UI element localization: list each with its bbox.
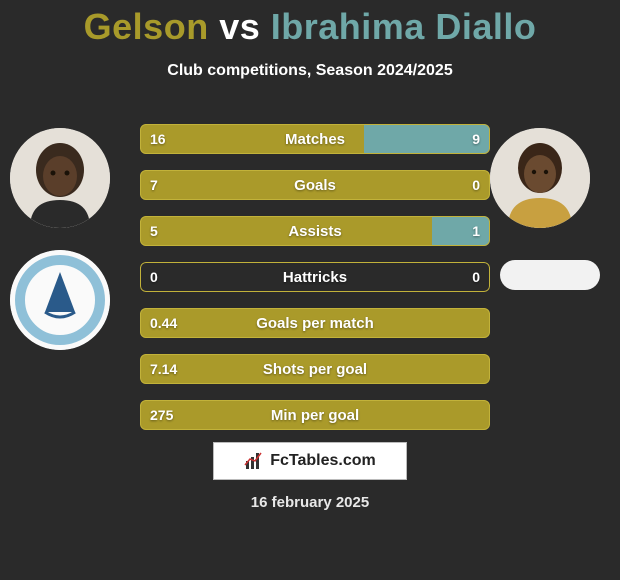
stat-label: Goals per match — [140, 308, 490, 338]
person-icon — [490, 128, 590, 228]
stat-bar: 7.14Shots per goal — [140, 354, 490, 384]
stat-label: Goals — [140, 170, 490, 200]
stats-bars: 169Matches 70Goals 51Assists 00Hattricks 0.4… — [140, 124, 490, 446]
stat-label: Shots per goal — [140, 354, 490, 384]
stat-label: Assists — [140, 216, 490, 246]
stat-bar: 00Hattricks — [140, 262, 490, 292]
bar-chart-icon — [244, 451, 264, 471]
player2-club-logo — [500, 260, 600, 290]
player1-club-logo — [10, 250, 110, 350]
stat-bar: 51Assists — [140, 216, 490, 246]
subtitle: Club competitions, Season 2024/2025 — [0, 62, 620, 80]
site-label: FcTables.com — [270, 452, 376, 470]
stat-bar: 169Matches — [140, 124, 490, 154]
player1-avatar — [10, 128, 110, 228]
player2-avatar — [490, 128, 590, 228]
stat-label: Matches — [140, 124, 490, 154]
stat-bar: 275Min per goal — [140, 400, 490, 430]
player2-name: Ibrahima Diallo — [271, 6, 537, 47]
stat-bar: 70Goals — [140, 170, 490, 200]
date-label: 16 february 2025 — [0, 494, 620, 511]
vs-text: vs — [219, 6, 260, 47]
person-icon — [10, 128, 110, 228]
stat-bar: 0.44Goals per match — [140, 308, 490, 338]
stat-label: Hattricks — [140, 262, 490, 292]
player1-name: Gelson — [84, 6, 209, 47]
stat-label: Min per goal — [140, 400, 490, 430]
site-logo: FcTables.com — [213, 442, 407, 480]
club-crest-icon — [10, 250, 110, 350]
comparison-title: Gelson vs Ibrahima Diallo — [0, 0, 620, 48]
